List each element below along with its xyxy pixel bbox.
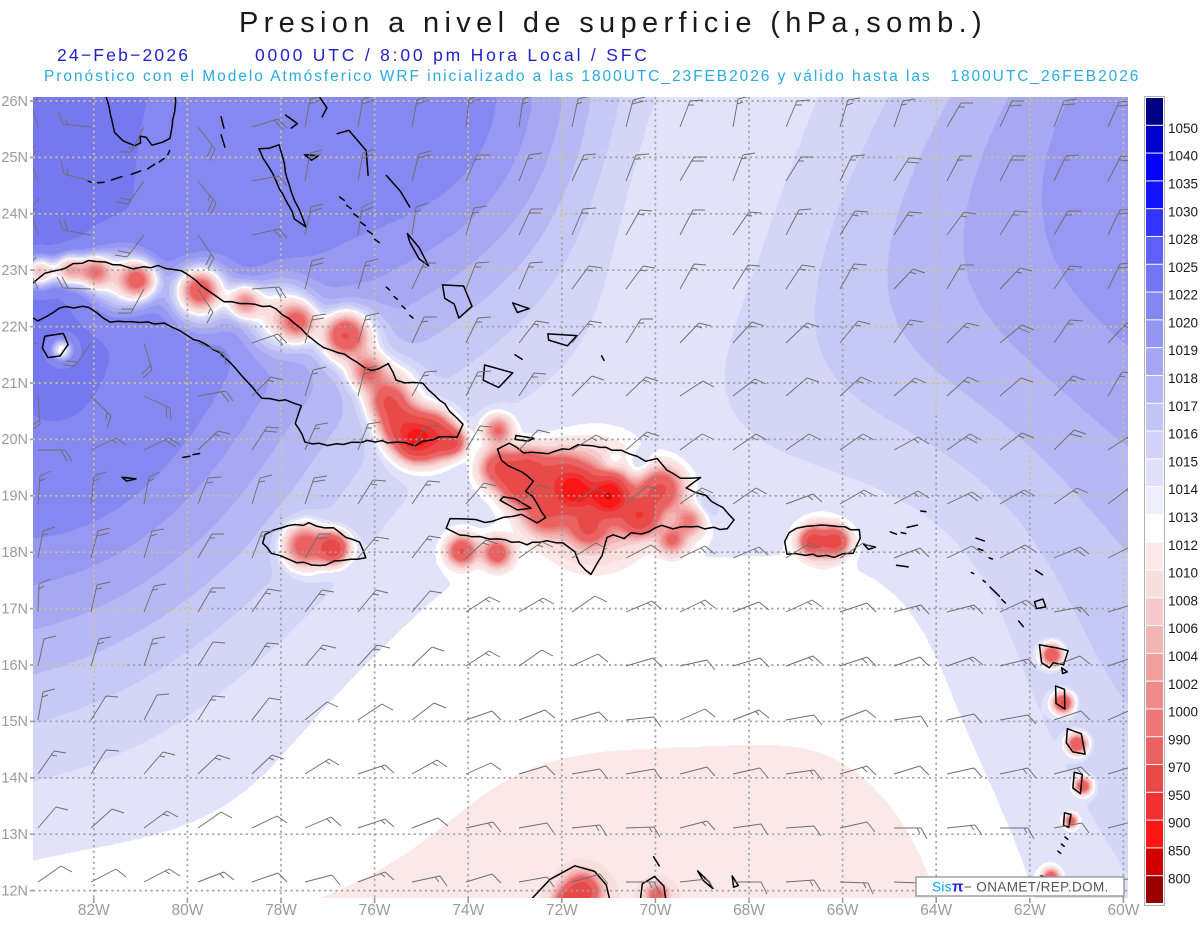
svg-text:19N: 19N <box>1 489 28 505</box>
svg-text:13N: 13N <box>1 827 28 843</box>
svg-text:850: 850 <box>1168 843 1191 858</box>
svg-text:1020: 1020 <box>1168 315 1198 330</box>
svg-text:76W: 76W <box>359 902 391 919</box>
svg-text:1012: 1012 <box>1168 538 1198 553</box>
svg-text:22N: 22N <box>1 319 28 335</box>
svg-text:17N: 17N <box>1 601 28 617</box>
svg-text:25N: 25N <box>1 150 28 166</box>
svg-text:14N: 14N <box>1 771 28 787</box>
svg-text:900: 900 <box>1168 816 1191 831</box>
svg-text:26N: 26N <box>1 94 28 110</box>
svg-text:1050: 1050 <box>1168 121 1198 136</box>
svg-text:1028: 1028 <box>1168 232 1198 247</box>
svg-text:Presion a nivel de superficie: Presion a nivel de superficie (hPa,somb.… <box>239 7 987 39</box>
svg-text:23N: 23N <box>1 263 28 279</box>
svg-text:20N: 20N <box>1 432 28 448</box>
svg-text:1014: 1014 <box>1168 482 1199 497</box>
svg-text:15N: 15N <box>1 714 28 730</box>
svg-text:1022: 1022 <box>1168 288 1198 303</box>
svg-text:78W: 78W <box>265 902 297 919</box>
svg-text:990: 990 <box>1168 732 1191 747</box>
svg-text:70W: 70W <box>639 902 671 919</box>
svg-text:66W: 66W <box>827 902 859 919</box>
svg-text:0000 UTC / 8:00 pm Hora Local: 0000 UTC / 8:00 pm Hora Local / SFC <box>255 45 650 65</box>
svg-text:24N: 24N <box>1 207 28 223</box>
svg-text:62W: 62W <box>1014 902 1046 919</box>
svg-text:68W: 68W <box>733 902 765 919</box>
svg-text:Sisπ− ONAMET/REP.DOM.: Sisπ− ONAMET/REP.DOM. <box>932 879 1109 896</box>
svg-text:1035: 1035 <box>1168 176 1198 191</box>
svg-text:1025: 1025 <box>1168 260 1198 275</box>
svg-text:Pronóstico con el Modelo Atmós: Pronóstico con el Modelo Atmósferico WRF… <box>44 68 1140 85</box>
svg-text:12N: 12N <box>1 883 28 899</box>
svg-text:21N: 21N <box>1 376 28 392</box>
svg-text:80W: 80W <box>171 902 203 919</box>
svg-text:970: 970 <box>1168 760 1191 775</box>
svg-text:1030: 1030 <box>1168 204 1198 219</box>
svg-text:1018: 1018 <box>1168 371 1198 386</box>
svg-text:82W: 82W <box>78 902 110 919</box>
svg-text:1010: 1010 <box>1168 566 1198 581</box>
svg-text:64W: 64W <box>920 902 952 919</box>
svg-text:18N: 18N <box>1 545 28 561</box>
svg-text:74W: 74W <box>452 902 484 919</box>
svg-text:800: 800 <box>1168 871 1191 886</box>
svg-text:1006: 1006 <box>1168 621 1198 636</box>
svg-text:16N: 16N <box>1 658 28 674</box>
svg-text:1016: 1016 <box>1168 427 1198 442</box>
svg-text:72W: 72W <box>546 902 578 919</box>
svg-text:1019: 1019 <box>1168 343 1198 358</box>
svg-text:1015: 1015 <box>1168 454 1198 469</box>
svg-text:60W: 60W <box>1107 902 1139 919</box>
svg-text:1008: 1008 <box>1168 593 1198 608</box>
svg-text:1017: 1017 <box>1168 399 1198 414</box>
svg-text:24−Feb−2026: 24−Feb−2026 <box>57 45 190 65</box>
svg-text:1013: 1013 <box>1168 510 1198 525</box>
svg-text:1000: 1000 <box>1168 704 1198 719</box>
svg-text:950: 950 <box>1168 788 1191 803</box>
svg-text:1040: 1040 <box>1168 149 1198 164</box>
svg-text:1002: 1002 <box>1168 677 1198 692</box>
svg-text:1004: 1004 <box>1168 649 1199 664</box>
